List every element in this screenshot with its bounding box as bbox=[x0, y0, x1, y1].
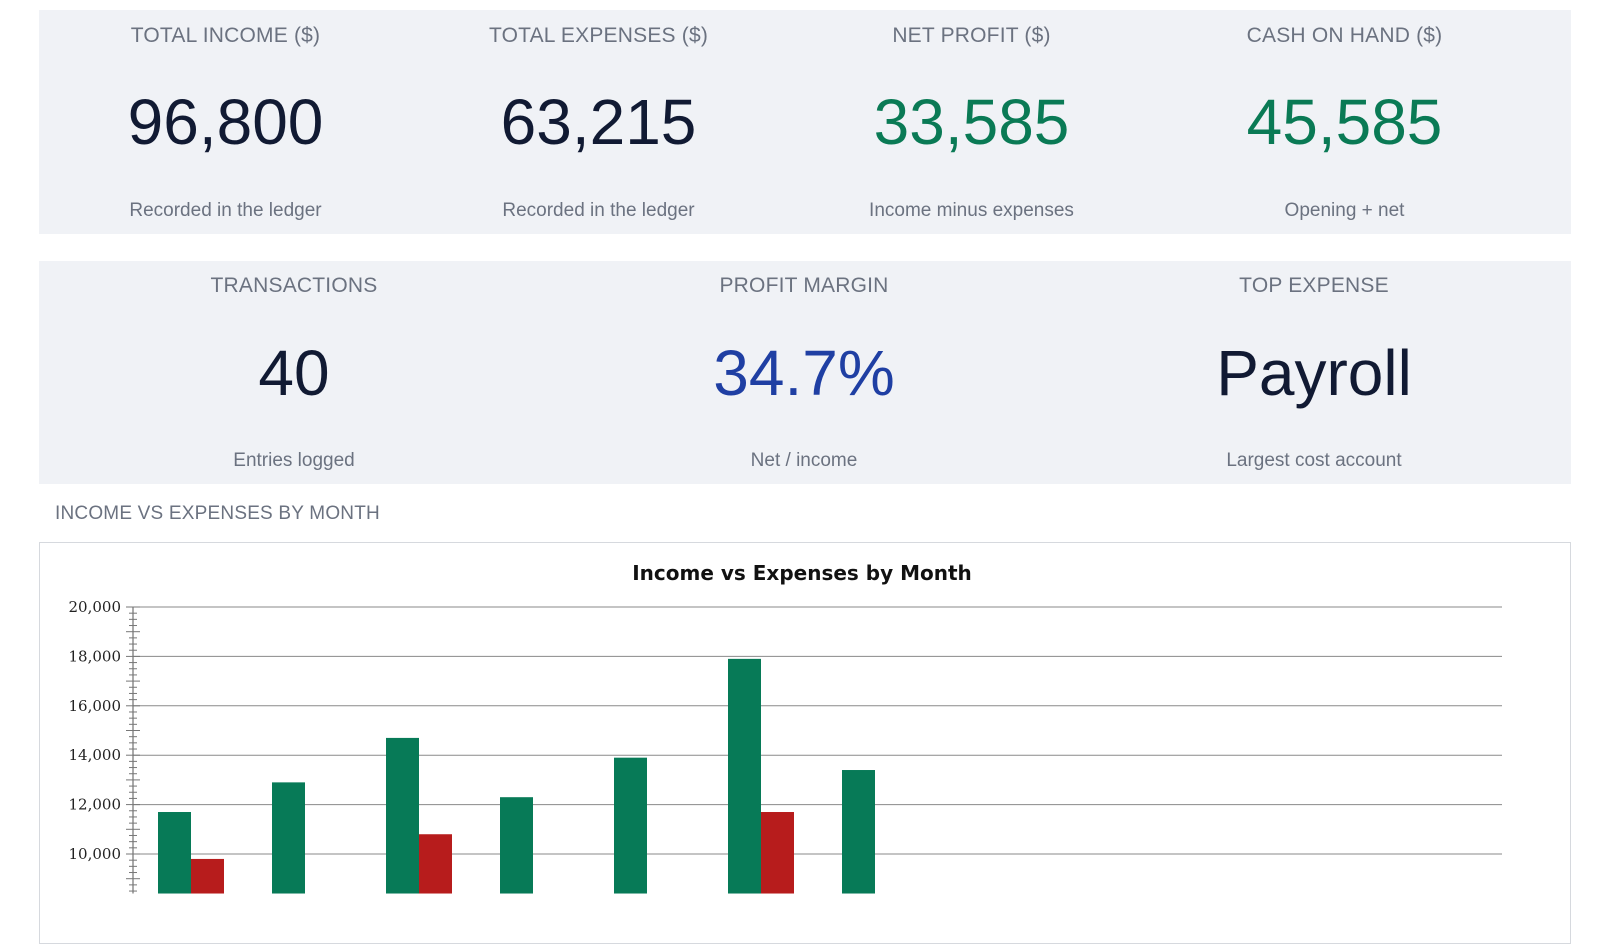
income-bar bbox=[728, 658, 761, 894]
income-bar bbox=[158, 812, 191, 894]
kpi-subtitle: Largest cost account bbox=[1226, 450, 1402, 471]
y-tick-label: 20,000 bbox=[69, 598, 122, 616]
income-expenses-chart: Income vs Expenses by Month 10,000 12,000… bbox=[69, 561, 1502, 894]
chart-bars bbox=[158, 658, 875, 894]
kpi-subtitle: Entries logged bbox=[233, 450, 355, 471]
chart-gridlines bbox=[133, 606, 1502, 855]
kpi-label: PROFIT MARGIN bbox=[719, 274, 889, 297]
kpi-panel-top: TOTAL INCOME ($) 96,800 Recorded in the … bbox=[39, 10, 1571, 234]
kpi-cash-on-hand: CASH ON HAND ($) 45,585 Opening + net bbox=[1158, 10, 1531, 234]
income-bar bbox=[272, 782, 305, 894]
kpi-subtitle: Income minus expenses bbox=[869, 200, 1074, 221]
y-tick-label: 16,000 bbox=[69, 697, 122, 715]
kpi-transactions: TRANSACTIONS 40 Entries logged bbox=[39, 261, 549, 484]
kpi-value: 34.7% bbox=[713, 337, 895, 409]
y-tick-label: 12,000 bbox=[69, 796, 122, 814]
kpi-value: 63,215 bbox=[500, 86, 697, 158]
kpi-label: TRANSACTIONS bbox=[210, 274, 378, 297]
kpi-value: Payroll bbox=[1216, 337, 1412, 409]
kpi-value: 96,800 bbox=[127, 86, 324, 158]
kpi-subtitle: Opening + net bbox=[1284, 200, 1405, 221]
section-title: INCOME VS EXPENSES BY MONTH bbox=[55, 503, 380, 524]
chart-title: Income vs Expenses by Month bbox=[632, 561, 972, 585]
kpi-subtitle: Recorded in the ledger bbox=[502, 200, 695, 221]
chart-y-axis: 10,000 12,000 14,000 16,000 18,000 20,000 bbox=[69, 598, 140, 894]
kpi-total-expenses: TOTAL EXPENSES ($) 63,215 Recorded in th… bbox=[412, 10, 785, 234]
y-tick-label: 10,000 bbox=[69, 845, 122, 863]
income-bar bbox=[842, 770, 875, 894]
kpi-top-expense: TOP EXPENSE Payroll Largest cost account bbox=[1059, 261, 1569, 484]
kpi-panel-bottom: TRANSACTIONS 40 Entries logged PROFIT MA… bbox=[39, 261, 1571, 484]
expense-bar bbox=[419, 834, 452, 894]
y-tick-label: 18,000 bbox=[69, 647, 122, 665]
kpi-subtitle: Net / income bbox=[750, 450, 858, 471]
kpi-subtitle: Recorded in the ledger bbox=[129, 200, 322, 221]
kpi-value: 33,585 bbox=[873, 86, 1070, 158]
kpi-label: TOTAL INCOME ($) bbox=[130, 24, 321, 47]
income-bar bbox=[386, 737, 419, 894]
kpi-total-income: TOTAL INCOME ($) 96,800 Recorded in the … bbox=[39, 10, 412, 234]
expense-bar bbox=[191, 858, 224, 894]
kpi-label: CASH ON HAND ($) bbox=[1246, 24, 1443, 47]
kpi-label: TOP EXPENSE bbox=[1239, 274, 1389, 297]
chart-container: Income vs Expenses by Month 10,000 12,000… bbox=[39, 542, 1571, 944]
kpi-net-profit: NET PROFIT ($) 33,585 Income minus expen… bbox=[785, 10, 1158, 234]
kpi-value: 40 bbox=[258, 337, 330, 409]
kpi-value: 45,585 bbox=[1246, 86, 1443, 158]
income-bar bbox=[500, 797, 533, 894]
kpi-profit-margin: PROFIT MARGIN 34.7% Net / income bbox=[549, 261, 1059, 484]
y-tick-label: 14,000 bbox=[69, 746, 122, 764]
expense-bar bbox=[761, 812, 794, 894]
income-bar bbox=[614, 757, 647, 894]
kpi-label: NET PROFIT ($) bbox=[892, 24, 1051, 47]
kpi-label: TOTAL EXPENSES ($) bbox=[488, 24, 709, 47]
